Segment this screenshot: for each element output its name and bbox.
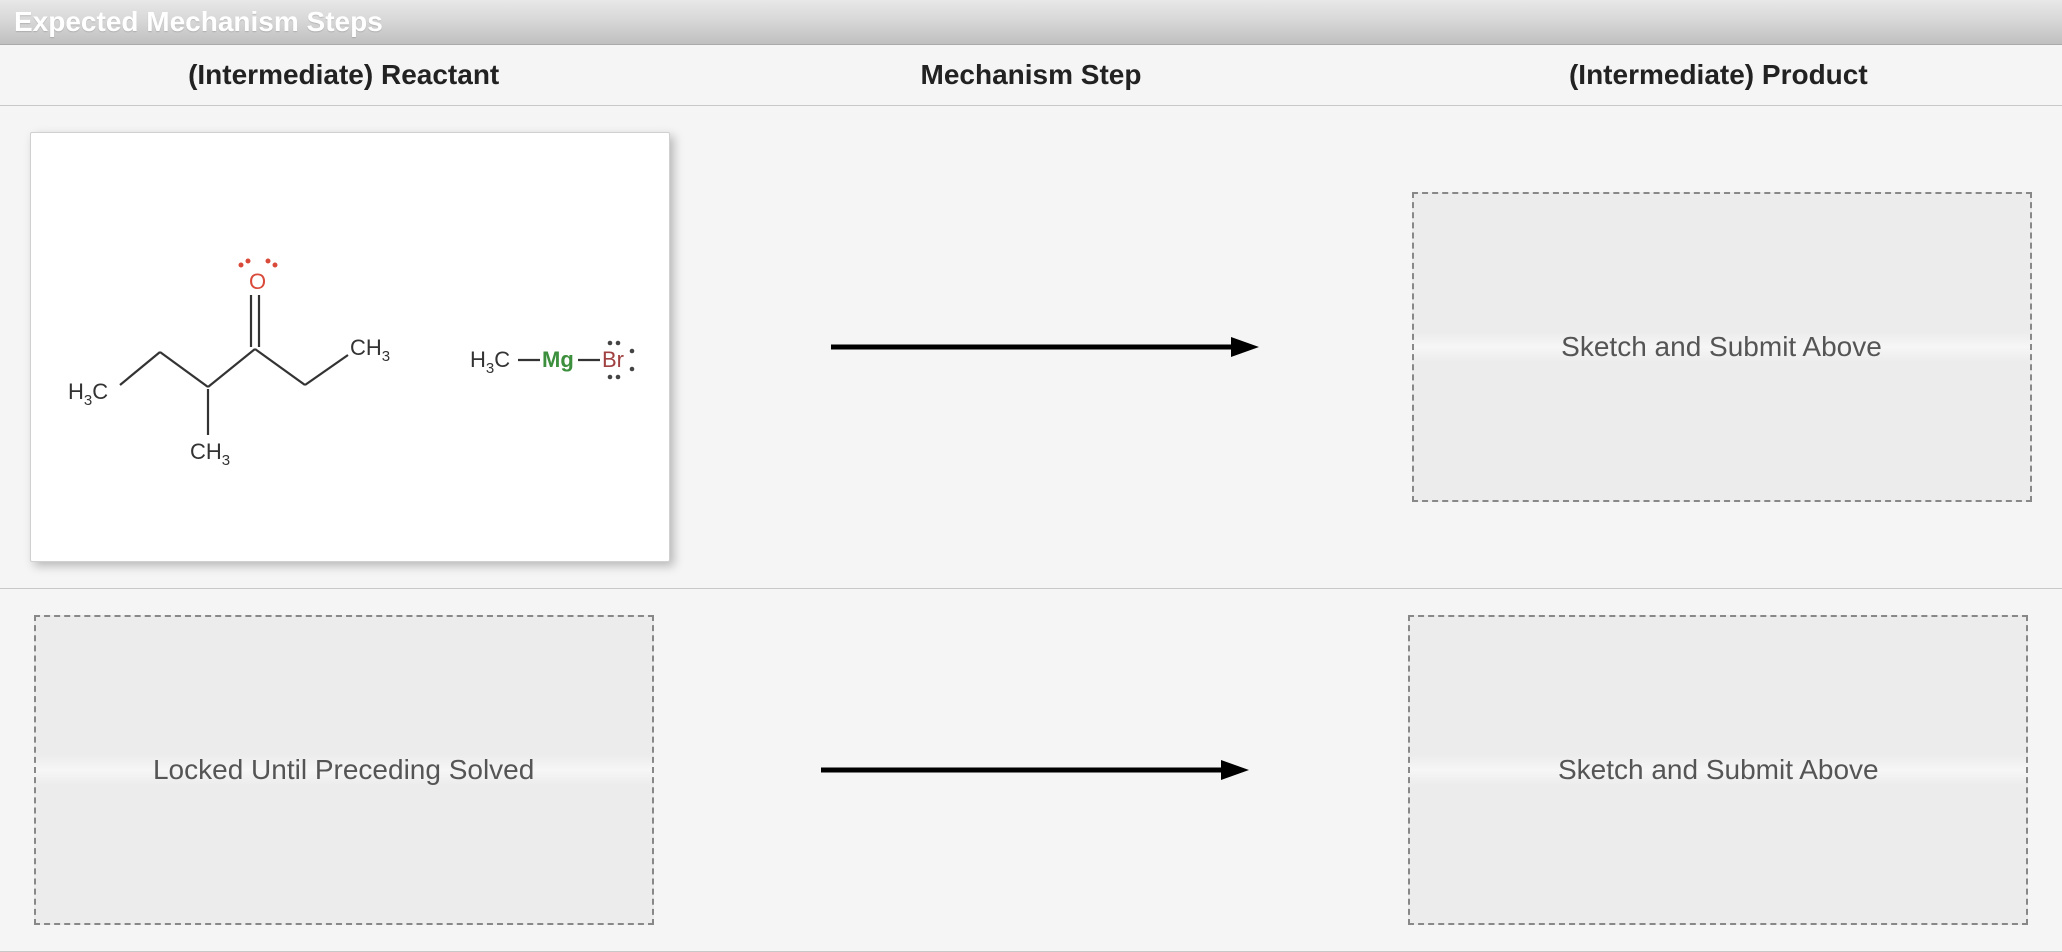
reaction-arrow-icon	[811, 750, 1251, 790]
col-reactant-header: (Intermediate) Reactant	[0, 59, 687, 91]
molecule-diagram: O H3C CH3 CH3 H3C	[50, 167, 650, 527]
ch3-bottom-label: CH3	[190, 439, 230, 469]
panel-title: Expected Mechanism Steps	[0, 0, 2062, 45]
product-cell: Sketch and Submit Above	[1381, 122, 2062, 572]
reactant-cell: O H3C CH3 CH3 H3C	[0, 122, 700, 572]
col-product-header: (Intermediate) Product	[1375, 59, 2062, 91]
step-cell	[687, 605, 1374, 935]
grignard-mg-label: Mg	[542, 347, 574, 372]
ch3-left-label: H3C	[68, 379, 108, 409]
mechanism-row: O H3C CH3 CH3 H3C	[0, 106, 2062, 589]
ch3-right-label: CH3	[350, 335, 390, 365]
col-step-header: Mechanism Step	[687, 59, 1374, 91]
placeholder-text: Locked Until Preceding Solved	[153, 754, 534, 786]
reactant-molecule-card[interactable]: O H3C CH3 CH3 H3C	[30, 132, 670, 562]
oxygen-label: O	[249, 269, 266, 294]
mechanism-panel: Expected Mechanism Steps (Intermediate) …	[0, 0, 2062, 952]
placeholder-text: Sketch and Submit Above	[1561, 331, 1882, 363]
column-headers: (Intermediate) Reactant Mechanism Step (…	[0, 45, 2062, 106]
reaction-arrow-icon	[821, 327, 1261, 367]
product-placeholder[interactable]: Sketch and Submit Above	[1408, 615, 2028, 925]
reactant-locked-placeholder: Locked Until Preceding Solved	[34, 615, 654, 925]
reactant-cell: Locked Until Preceding Solved	[0, 605, 687, 935]
product-placeholder[interactable]: Sketch and Submit Above	[1412, 192, 2032, 502]
mechanism-table: (Intermediate) Reactant Mechanism Step (…	[0, 45, 2062, 952]
mechanism-row: Locked Until Preceding Solved Sketch and…	[0, 589, 2062, 952]
grignard-h3c-label: H3C	[470, 347, 510, 377]
placeholder-text: Sketch and Submit Above	[1558, 754, 1879, 786]
grignard-br-label: Br	[602, 347, 624, 372]
step-cell	[700, 122, 1381, 572]
product-cell: Sketch and Submit Above	[1375, 605, 2062, 935]
